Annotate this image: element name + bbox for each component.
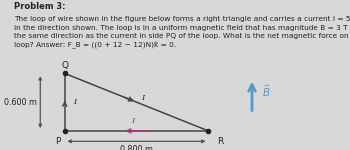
Text: 0.800 m: 0.800 m [120,145,153,150]
Text: 0.600 m: 0.600 m [4,98,37,107]
Text: Q: Q [61,61,68,70]
Text: I: I [131,117,135,125]
Text: The loop of wire shown in the figure below forms a right triangle and carries a : The loop of wire shown in the figure bel… [14,16,350,49]
Text: P: P [55,137,61,146]
Text: I: I [141,93,144,102]
Text: Problem 3:: Problem 3: [14,2,65,11]
Text: R: R [217,137,223,146]
Text: I: I [74,98,77,106]
Text: $\vec{B}$: $\vec{B}$ [262,84,271,99]
